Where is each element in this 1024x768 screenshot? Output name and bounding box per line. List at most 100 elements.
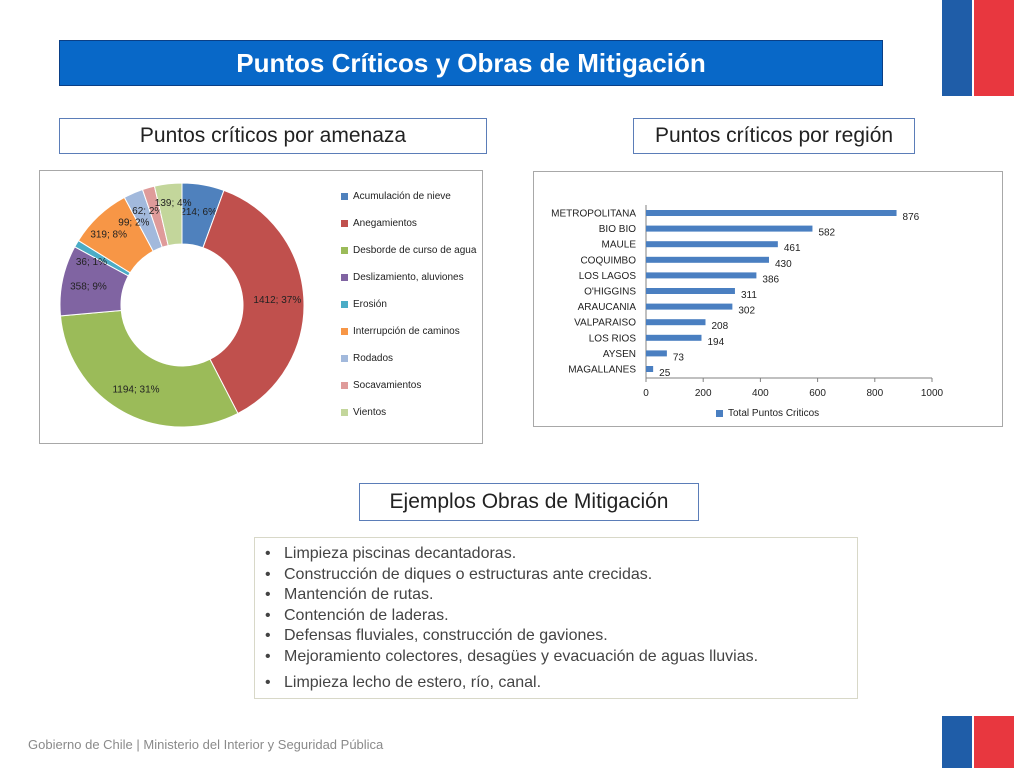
bar-category-label: MAGALLANES bbox=[568, 365, 636, 376]
list-item: • Mejoramiento colectores, desagües y eva… bbox=[265, 647, 857, 668]
bar-x-tick-label: 200 bbox=[695, 388, 712, 399]
brand-stripe-blue-bottom bbox=[942, 716, 972, 768]
bar-data-label: 430 bbox=[775, 259, 792, 270]
list-item: • Defensas fluviales, construcción de gav… bbox=[265, 626, 857, 647]
list-item-text: Mantención de rutas. bbox=[284, 586, 434, 603]
bar bbox=[646, 225, 813, 232]
bar bbox=[646, 319, 706, 326]
donut-data-label: 319; 8% bbox=[90, 229, 127, 240]
donut-legend-swatch bbox=[341, 193, 348, 200]
donut-data-label: 358; 9% bbox=[70, 282, 107, 293]
donut-chart: 214; 6% 1412; 37% 1194; 31% 358; 9% 36; 1% 31… bbox=[59, 182, 305, 428]
donut-legend-label: Desborde de curso de agua bbox=[353, 245, 477, 256]
bar bbox=[646, 303, 733, 310]
bar-chart-frame: 0 200 400 600 800 1000 METROPOLITANA 876 BIO BIO… bbox=[533, 171, 1003, 427]
donut-legend-item: Rodados bbox=[341, 345, 481, 372]
donut-legend-item: Vientos bbox=[341, 399, 481, 426]
list-item: • Limpieza lecho de estero, río, canal. bbox=[265, 673, 857, 694]
bar-x-tick-label: 800 bbox=[866, 388, 883, 399]
bar-x-tick-label: 400 bbox=[752, 388, 769, 399]
donut-chart-frame: 214; 6% 1412; 37% 1194; 31% 358; 9% 36; 1% 31… bbox=[39, 170, 483, 444]
bar bbox=[646, 366, 654, 372]
donut-data-label: 99; 2% bbox=[118, 217, 149, 228]
section-title-threats-text: Puntos críticos por amenaza bbox=[139, 124, 407, 147]
bar-legend-swatch bbox=[716, 410, 723, 417]
donut-legend-item: Desborde de curso de agua bbox=[341, 237, 481, 264]
donut-data-label: 139; 4% bbox=[155, 198, 192, 209]
donut-legend-label: Vientos bbox=[353, 407, 387, 418]
brand-stripe-blue bbox=[942, 0, 972, 96]
bar-category-label: METROPOLITANA bbox=[551, 209, 636, 220]
donut-legend-swatch bbox=[341, 220, 348, 227]
donut-legend-swatch bbox=[341, 247, 348, 254]
donut-legend-swatch bbox=[341, 355, 348, 362]
list-item: • Contención de laderas. bbox=[265, 606, 857, 627]
bar-category-label: BIO BIO bbox=[599, 224, 636, 235]
donut-legend-swatch bbox=[341, 301, 348, 308]
donut-legend: Acumulación de nieve Anegamientos Desborde… bbox=[341, 183, 481, 426]
donut-legend-label: Erosión bbox=[353, 299, 387, 310]
section-title-obras: Ejemplos Obras de Mitigación bbox=[359, 483, 699, 521]
donut-legend-label: Socavamientos bbox=[353, 380, 422, 391]
bar-category-label: ARAUCANIA bbox=[578, 302, 637, 313]
donut-legend-item: Acumulación de nieve bbox=[341, 183, 481, 210]
footer-text: Gobierno de Chile | Ministerio del Inter… bbox=[28, 737, 384, 752]
list-item: • Construcción de diques o estructuras an… bbox=[265, 565, 857, 586]
bullet-glyph: • bbox=[265, 565, 271, 583]
bar bbox=[646, 334, 702, 341]
bar-data-label: 582 bbox=[818, 228, 835, 239]
bar bbox=[646, 272, 757, 279]
donut-legend-label: Rodados bbox=[353, 353, 394, 364]
donut-legend-item: Interrupción de caminos bbox=[341, 318, 481, 345]
donut-legend-label: Acumulación de nieve bbox=[353, 191, 451, 202]
bar bbox=[646, 288, 735, 294]
donut-legend-swatch bbox=[341, 274, 348, 281]
list-item-text: Construcción de diques o estructuras ant… bbox=[284, 565, 653, 583]
section-title-threats: Puntos críticos por amenaza bbox=[59, 118, 487, 154]
bar-data-label: 461 bbox=[784, 243, 801, 254]
bar-x-tick-label: 0 bbox=[643, 388, 649, 399]
donut-data-label: 36; 1% bbox=[76, 257, 107, 268]
bar bbox=[646, 241, 778, 248]
bar-data-label: 302 bbox=[738, 306, 755, 317]
bar-x-tick-label: 600 bbox=[809, 388, 826, 399]
list-item-text: Contención de laderas. bbox=[284, 606, 449, 624]
bar-data-label: 386 bbox=[762, 274, 779, 285]
donut-legend-label: Anegamientos bbox=[353, 218, 417, 229]
bar-data-label: 194 bbox=[707, 337, 724, 348]
page-title: Puntos Críticos y Obras de Mitigación bbox=[59, 40, 883, 86]
bar bbox=[646, 350, 667, 357]
donut-legend-item: Anegamientos bbox=[341, 210, 481, 237]
donut-legend-item: Erosión bbox=[341, 291, 481, 318]
donut-legend-label: Deslizamiento, aluviones bbox=[353, 272, 464, 283]
bar-data-label: 311 bbox=[741, 290, 757, 301]
donut-slice bbox=[153, 182, 183, 247]
bar-data-label: 25 bbox=[659, 368, 671, 379]
donut-legend-swatch bbox=[341, 409, 348, 416]
bullet-glyph: • bbox=[265, 674, 271, 691]
bullet-glyph: • bbox=[265, 586, 271, 603]
list-item: • Limpieza piscinas decantadoras. bbox=[265, 544, 857, 565]
bullet-glyph: • bbox=[265, 627, 271, 644]
donut-legend-swatch bbox=[341, 328, 348, 335]
donut-data-label: 1194; 31% bbox=[112, 385, 159, 396]
list-item-text: Limpieza piscinas decantadoras. bbox=[284, 545, 517, 562]
bar-data-label: 208 bbox=[711, 321, 728, 332]
bar-chart: 0 200 400 600 800 1000 METROPOLITANA 876 BIO BIO… bbox=[551, 205, 944, 399]
bar-category-label: AYSEN bbox=[603, 349, 636, 360]
list-item-text: Mejoramiento colectores, desagües y evac… bbox=[284, 647, 759, 665]
brand-stripe-red bbox=[974, 0, 1014, 96]
bullet-glyph: • bbox=[265, 545, 271, 562]
bar-category-label: LOS RIOS bbox=[589, 333, 637, 344]
donut-legend-item: Socavamientos bbox=[341, 372, 481, 399]
bar-data-label: 73 bbox=[673, 352, 685, 363]
bar-category-label: VALPARAISO bbox=[574, 318, 636, 329]
donut-legend-item: Deslizamiento, aluviones bbox=[341, 264, 481, 291]
bar-category-label: COQUIMBO bbox=[580, 255, 636, 266]
donut-slice bbox=[202, 189, 305, 415]
bullet-glyph: • bbox=[265, 606, 271, 624]
page-title-text: Puntos Críticos y Obras de Mitigación bbox=[236, 47, 706, 78]
bar-category-label: MAULE bbox=[602, 240, 637, 251]
bar-legend: Total Puntos Criticos bbox=[716, 408, 819, 419]
list-item-text: Defensas fluviales, construcción de gavi… bbox=[284, 627, 608, 644]
